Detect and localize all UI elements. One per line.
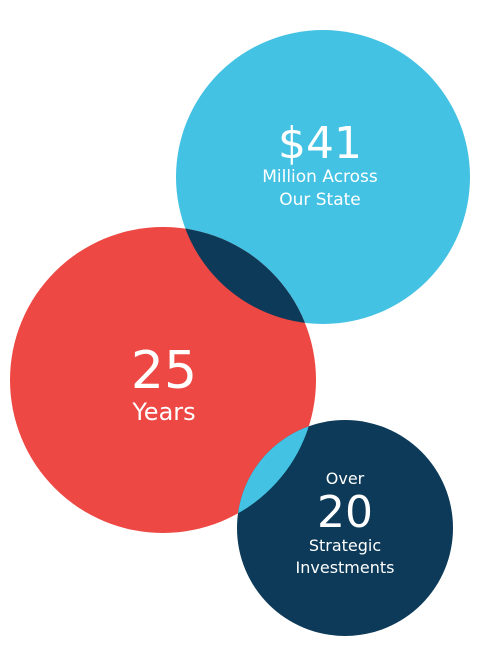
red-circle bbox=[10, 227, 316, 533]
years-figure: 25 bbox=[131, 341, 197, 401]
blue-circle bbox=[176, 30, 470, 324]
investments-line-2: Investments bbox=[296, 558, 395, 577]
investments-figure: 20 bbox=[317, 487, 373, 538]
funding-line-1: Million Across bbox=[262, 167, 378, 187]
investments-line-1: Strategic bbox=[309, 536, 381, 555]
navy-circle bbox=[237, 420, 453, 636]
investments-prefix: Over bbox=[326, 469, 365, 488]
years-label: Years bbox=[131, 398, 195, 426]
funding-line-2: Our State bbox=[279, 190, 361, 210]
funding-figure: $41 bbox=[278, 118, 362, 169]
